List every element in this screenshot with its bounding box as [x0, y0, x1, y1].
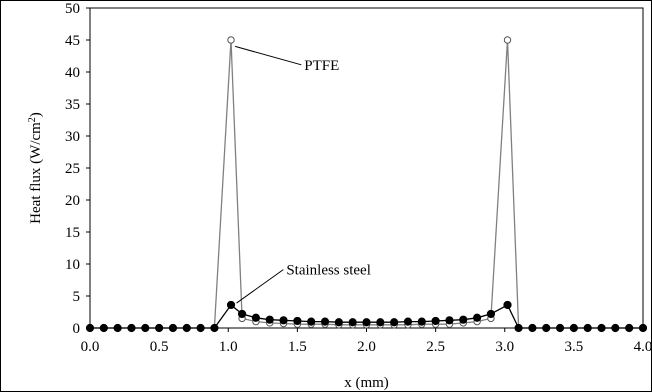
x-tick-label: 2.5 [426, 339, 445, 355]
x-tick-label: 4.0 [634, 339, 652, 355]
data-point-stainless-steel [362, 318, 371, 327]
x-tick-label: 3.5 [565, 339, 584, 355]
annotation-layer: PTFE Stainless steel [235, 45, 371, 304]
x-tick-label: 1.0 [219, 339, 238, 355]
x-tick-labels: 0.0 0.5 1.0 1.5 2.0 2.5 3.0 3.5 4.0 [81, 339, 652, 355]
data-point-stainless-steel [226, 300, 236, 310]
y-tick-labels: 0 5 10 15 20 25 30 35 40 45 50 [65, 1, 80, 337]
y-tick-label: 20 [65, 193, 80, 209]
x-tick-label: 3.0 [495, 339, 514, 355]
data-point-stainless-steel [611, 323, 620, 333]
data-point-stainless-steel [597, 323, 606, 333]
data-point-stainless-steel [376, 318, 385, 327]
data-point-stainless-steel [445, 316, 454, 325]
data-point-stainless-steel [503, 300, 512, 310]
annotation-leader-line [236, 269, 284, 304]
data-point-stainless-steel [265, 315, 274, 324]
series-stainless-steel [85, 300, 648, 333]
data-point-stainless-steel [113, 323, 122, 333]
y-axis-title-superscript: 2 [27, 117, 38, 122]
data-point-stainless-steel [168, 323, 178, 333]
data-point-stainless-steel [528, 323, 537, 333]
y-tick-label: 25 [65, 161, 80, 177]
data-point-stainless-steel [625, 323, 634, 333]
data-point-stainless-steel [542, 323, 551, 333]
x-axis-title: x (mm) [344, 375, 389, 391]
x-tick-label: 0.0 [81, 339, 100, 355]
data-point-stainless-steel [583, 323, 592, 333]
y-axis-title-close: ) [28, 112, 44, 117]
data-point-stainless-steel [210, 323, 219, 333]
data-point-ptfe [227, 36, 235, 44]
data-point-stainless-steel [320, 317, 330, 326]
data-point-stainless-steel [390, 318, 399, 327]
data-point-stainless-steel [486, 309, 496, 319]
data-point-stainless-steel [307, 317, 316, 326]
data-point-stainless-steel [141, 323, 150, 333]
data-point-stainless-steel [555, 323, 565, 333]
y-tick-label: 5 [73, 289, 81, 305]
y-axis-title: Heat flux (W/cm2) [27, 112, 45, 224]
y-tick-label: 45 [65, 33, 80, 49]
data-point-stainless-steel [473, 313, 482, 322]
y-tick-label: 35 [65, 97, 80, 113]
data-point-stainless-steel [459, 315, 468, 324]
data-point-stainless-steel [237, 309, 247, 319]
data-point-stainless-steel [569, 323, 578, 333]
data-point-stainless-steel [99, 323, 108, 333]
data-point-stainless-steel [348, 318, 357, 327]
data-point-stainless-steel [155, 323, 164, 333]
y-tick-label: 50 [65, 1, 80, 17]
data-point-stainless-steel [293, 316, 302, 326]
x-tick-label: 1.5 [288, 339, 307, 355]
data-point-stainless-steel [182, 323, 191, 333]
y-tick-label: 10 [65, 257, 80, 273]
data-point-stainless-steel [638, 323, 648, 333]
data-point-stainless-steel [127, 323, 136, 333]
data-point-stainless-steel [334, 318, 343, 327]
y-tick-label: 15 [65, 225, 80, 241]
y-tick-label: 0 [73, 321, 81, 337]
series-layer [85, 36, 648, 333]
data-point-stainless-steel [417, 317, 426, 326]
data-point-stainless-steel [279, 316, 288, 325]
y-tick-label: 30 [65, 129, 80, 145]
data-point-stainless-steel [403, 317, 413, 326]
annotation-label: Stainless steel [286, 263, 371, 279]
annotation-label: PTFE [304, 58, 339, 74]
data-point-stainless-steel [196, 323, 205, 333]
data-point-ptfe [503, 36, 512, 44]
x-tick-label: 2.0 [357, 339, 376, 355]
data-point-stainless-steel [514, 323, 523, 333]
data-point-stainless-steel [431, 316, 440, 326]
data-point-stainless-steel [251, 313, 260, 322]
x-tick-label: 0.5 [150, 339, 169, 355]
y-tick-label: 40 [65, 65, 80, 81]
data-point-stainless-steel [85, 323, 95, 333]
y-axis-title-main: Heat flux (W/cm [28, 122, 44, 224]
annotation-leader-line [235, 45, 302, 66]
